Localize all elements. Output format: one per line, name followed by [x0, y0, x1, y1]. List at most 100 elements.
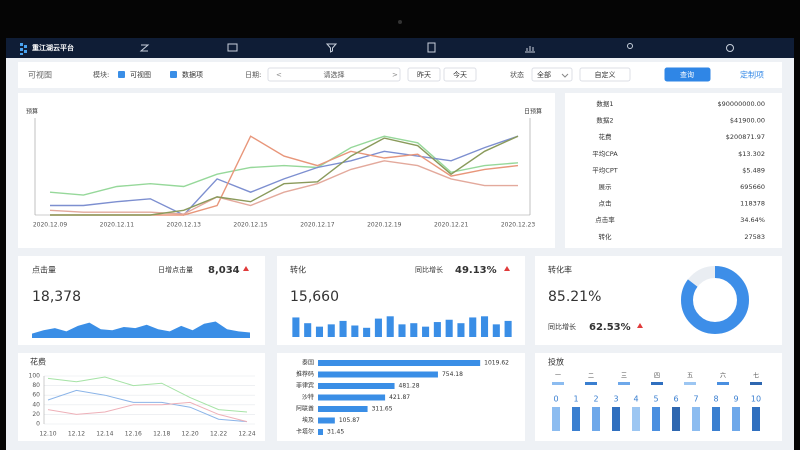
bar	[422, 326, 430, 337]
up-arrow	[504, 266, 510, 271]
nav-icon-filter[interactable]	[325, 43, 338, 53]
bar	[363, 327, 371, 337]
line-series	[47, 401, 248, 423]
stat-value: 34.64%	[740, 216, 765, 224]
slot-label: 6	[673, 395, 678, 404]
nav-icon-window[interactable]	[227, 43, 238, 52]
module-label: 模块:	[93, 70, 109, 79]
query-label: 查询	[680, 70, 694, 79]
line-series	[47, 376, 248, 413]
custom-label: 自定义	[595, 70, 616, 79]
logo-icon	[20, 43, 27, 55]
weekday-swatch	[750, 382, 762, 385]
bar	[410, 323, 418, 337]
status-label: 状态	[510, 70, 524, 79]
bar	[504, 320, 512, 337]
status-select[interactable]	[531, 67, 573, 82]
date-next: >	[392, 71, 398, 79]
value-label: 105.87	[339, 417, 360, 424]
weekday-swatch	[585, 382, 597, 385]
value-label: 754.18	[442, 371, 463, 378]
slot-bar	[652, 407, 660, 431]
slot-bar	[672, 407, 680, 431]
slot-bar	[592, 407, 600, 431]
bar	[445, 319, 453, 337]
x-tick-label: 2020.12.13	[167, 222, 202, 229]
slot-label: 4	[633, 395, 638, 404]
stat-label: 数据2	[596, 116, 613, 125]
growth-label: 同比增长	[415, 265, 443, 274]
line-series	[50, 135, 519, 216]
slot-label: 5	[653, 395, 658, 404]
weekday-label: 三	[621, 373, 627, 380]
date-label: 日期:	[245, 71, 261, 79]
date-picker[interactable]	[267, 67, 401, 82]
y-tick-label: 20	[32, 411, 40, 418]
x-tick-label: 2020.12.11	[100, 222, 135, 229]
x-tick-label: 2020.12.19	[367, 222, 402, 229]
checkbox-label: 可视图	[130, 70, 151, 79]
line-series	[47, 389, 248, 423]
slot-bar	[732, 407, 740, 431]
value-label: 31.45	[327, 429, 344, 436]
bar	[386, 316, 394, 337]
bar-label: 沙特	[302, 393, 314, 401]
stat-label: 转化	[599, 232, 613, 241]
nav-icon-chart[interactable]	[525, 46, 535, 53]
yesterday-label: 昨天	[417, 70, 431, 79]
y-tick-label: 40	[32, 401, 40, 408]
checkbox[interactable]	[170, 71, 177, 78]
slot-label: 8	[713, 395, 718, 404]
custom-button[interactable]	[579, 67, 631, 82]
weekday-label: 四	[654, 373, 660, 380]
value-label: 311.65	[372, 406, 393, 413]
daily-label: 日增点击量	[158, 265, 193, 274]
select-arrow	[561, 73, 569, 78]
x-tick-label: 12.12	[68, 431, 85, 438]
bar	[318, 406, 368, 412]
weekday-label: 五	[687, 373, 693, 380]
stat-label: 点击	[599, 199, 613, 208]
stat-value: $200871.97	[726, 133, 765, 141]
nav-icon-settings[interactable]	[726, 44, 734, 52]
bar	[315, 326, 324, 337]
filter-title: 可视图	[28, 70, 52, 80]
stat-value: 118378	[740, 200, 765, 208]
growth-value: 49.13%	[455, 265, 497, 276]
up-arrow	[637, 323, 643, 328]
y-tick-label: 0	[36, 421, 40, 428]
slot-label: 3	[613, 395, 618, 404]
weekday-swatch	[717, 382, 729, 385]
stat-label: 点击率	[595, 215, 615, 224]
stat-value: $90000000.00	[717, 100, 765, 108]
x-tick-label: 2020.12.21	[434, 222, 469, 229]
stat-label: 平均CPT	[592, 165, 617, 174]
bar	[351, 325, 359, 337]
rate-value: 85.21%	[548, 289, 601, 305]
slot-bar	[692, 407, 700, 431]
x-tick-label: 2020.12.09	[33, 222, 68, 229]
trend-left-label: 预算	[26, 108, 38, 116]
weekday-swatch	[651, 382, 663, 385]
nav-icon-doc[interactable]	[427, 42, 436, 53]
query-button[interactable]	[664, 67, 711, 82]
up-arrow	[243, 266, 249, 271]
nav-icon-user[interactable]	[627, 43, 633, 49]
value-label: 421.87	[389, 394, 410, 401]
today-button[interactable]	[443, 67, 477, 82]
bar-label: 阿联酋	[296, 405, 314, 413]
nav-icon-link[interactable]	[139, 44, 150, 52]
checkbox[interactable]	[118, 71, 125, 78]
spend-card	[18, 353, 265, 441]
yesterday-button[interactable]	[407, 67, 441, 82]
stat-value: $5.489	[742, 166, 765, 174]
weekday-swatch	[618, 382, 630, 385]
stat-label: 数据1	[596, 99, 613, 108]
value-label: 1019.62	[484, 360, 509, 367]
slot-label: 0	[553, 395, 558, 404]
bar	[304, 323, 312, 337]
bar-label: 埃及	[302, 416, 314, 424]
bar-label: 推荐码	[296, 370, 314, 378]
x-tick-label: 12.16	[125, 431, 142, 438]
weekday-swatch	[552, 382, 564, 385]
